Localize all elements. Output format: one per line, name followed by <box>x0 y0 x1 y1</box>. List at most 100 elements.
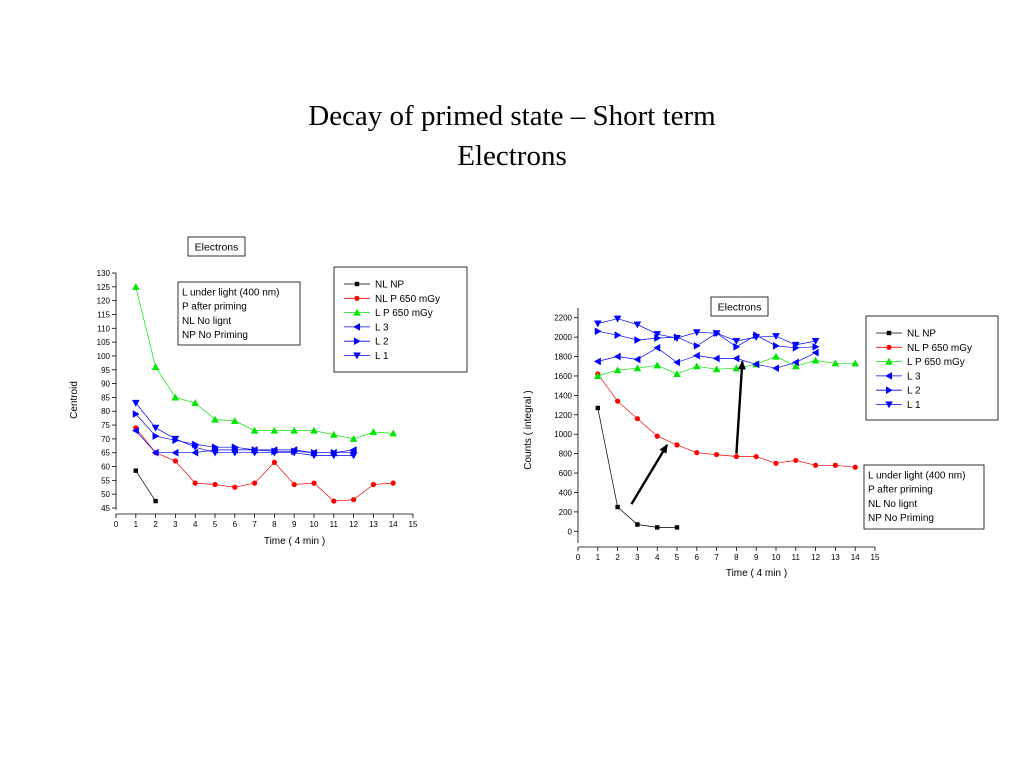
data-point <box>712 330 721 338</box>
legend-swatch-marker <box>353 323 361 331</box>
data-point <box>674 442 680 448</box>
note-line: NL No lignt <box>182 316 231 327</box>
x-tick-label: 15 <box>871 553 880 562</box>
y-tick-label: 110 <box>97 324 110 333</box>
legend-swatch-marker <box>885 372 893 380</box>
data-point <box>594 372 602 379</box>
data-point <box>191 444 199 451</box>
data-point <box>614 331 622 339</box>
y-tick-label: 400 <box>559 488 573 497</box>
data-point <box>310 452 318 460</box>
data-point <box>772 364 780 372</box>
data-point <box>811 348 819 357</box>
x-tick-label: 10 <box>772 553 781 562</box>
y-tick-label: 65 <box>101 449 110 458</box>
legend-label: NL P 650 mGy <box>907 343 972 354</box>
y-tick-label: 50 <box>101 490 110 499</box>
data-point <box>172 458 178 464</box>
data-point <box>231 449 239 457</box>
y-tick-label: 200 <box>559 508 573 517</box>
legend-label: L P 650 mGy <box>375 308 433 319</box>
data-point <box>733 453 740 460</box>
x-tick-label: 5 <box>675 553 680 562</box>
data-point <box>832 462 839 468</box>
data-point <box>250 426 259 434</box>
data-point <box>171 448 179 457</box>
legend-label: L 2 <box>907 386 921 397</box>
data-point <box>694 450 700 456</box>
legend-label: L P 650 mGy <box>907 357 965 368</box>
y-tick-label: 60 <box>101 463 110 472</box>
series-line-2 <box>135 286 394 440</box>
data-point <box>310 426 318 434</box>
data-point <box>812 343 820 351</box>
data-point <box>151 424 160 432</box>
data-point <box>693 329 701 337</box>
series-line-4 <box>597 330 816 349</box>
legend-swatch-marker <box>353 308 361 316</box>
data-point <box>732 354 740 363</box>
data-point <box>132 426 139 435</box>
legend-label: L 2 <box>375 337 389 348</box>
data-point <box>290 426 298 434</box>
x-tick-label: 13 <box>831 553 840 562</box>
y-tick-label: 2000 <box>554 333 572 342</box>
note-line: P after priming <box>182 302 247 313</box>
data-point <box>613 366 622 374</box>
legend-swatch-marker <box>353 352 361 360</box>
data-point <box>211 449 219 457</box>
x-tick-label: 12 <box>811 553 820 562</box>
series-line-5 <box>597 318 816 346</box>
legend-swatch-marker <box>886 330 892 336</box>
data-point <box>654 334 661 342</box>
y-tick-label: 1600 <box>554 372 572 381</box>
slide-title: Decay of primed state – Short term Elect… <box>0 96 1024 176</box>
legend-label: NL NP <box>907 329 936 340</box>
x-tick-label: 8 <box>734 553 739 562</box>
data-point <box>792 341 800 349</box>
data-point <box>151 363 160 371</box>
data-point <box>792 362 800 370</box>
data-point <box>330 452 338 460</box>
x-tick-label: 0 <box>576 553 581 562</box>
data-point <box>693 342 701 350</box>
y-tick-label: 70 <box>101 435 110 444</box>
series-line-3 <box>135 430 354 454</box>
data-point <box>635 522 640 527</box>
data-point <box>191 448 199 457</box>
y-axis-label: Centroid <box>69 381 80 419</box>
y-tick-label: 115 <box>97 310 110 319</box>
x-tick-label: 14 <box>389 520 398 529</box>
y-tick-label: 75 <box>101 421 110 430</box>
x-axis-label: Time ( 4 min ) <box>264 536 325 547</box>
data-point <box>231 417 239 424</box>
x-axis-label: Time ( 4 min ) <box>726 568 787 579</box>
data-point <box>752 360 760 369</box>
data-point <box>390 480 396 486</box>
note-box <box>177 281 301 346</box>
data-point <box>595 405 600 411</box>
x-tick-label: 7 <box>714 553 719 562</box>
data-point <box>733 343 741 351</box>
data-point <box>831 359 840 367</box>
legend-swatch-marker <box>885 386 893 394</box>
data-point <box>331 498 337 504</box>
y-tick-label: 1800 <box>554 353 572 362</box>
data-point <box>270 426 279 434</box>
data-point <box>852 464 858 470</box>
data-point <box>351 497 357 503</box>
series-line-3 <box>597 347 816 369</box>
annotation-arrow <box>630 444 669 505</box>
data-point <box>212 481 218 488</box>
data-point <box>633 364 642 372</box>
data-point <box>369 428 378 436</box>
series-line-0 <box>135 470 156 502</box>
legend-swatch-marker <box>886 344 892 350</box>
data-point <box>712 365 721 373</box>
data-point <box>673 358 681 367</box>
data-point <box>132 399 140 407</box>
x-tick-label: 13 <box>369 520 378 529</box>
data-point <box>654 433 660 439</box>
x-tick-label: 6 <box>233 520 238 529</box>
